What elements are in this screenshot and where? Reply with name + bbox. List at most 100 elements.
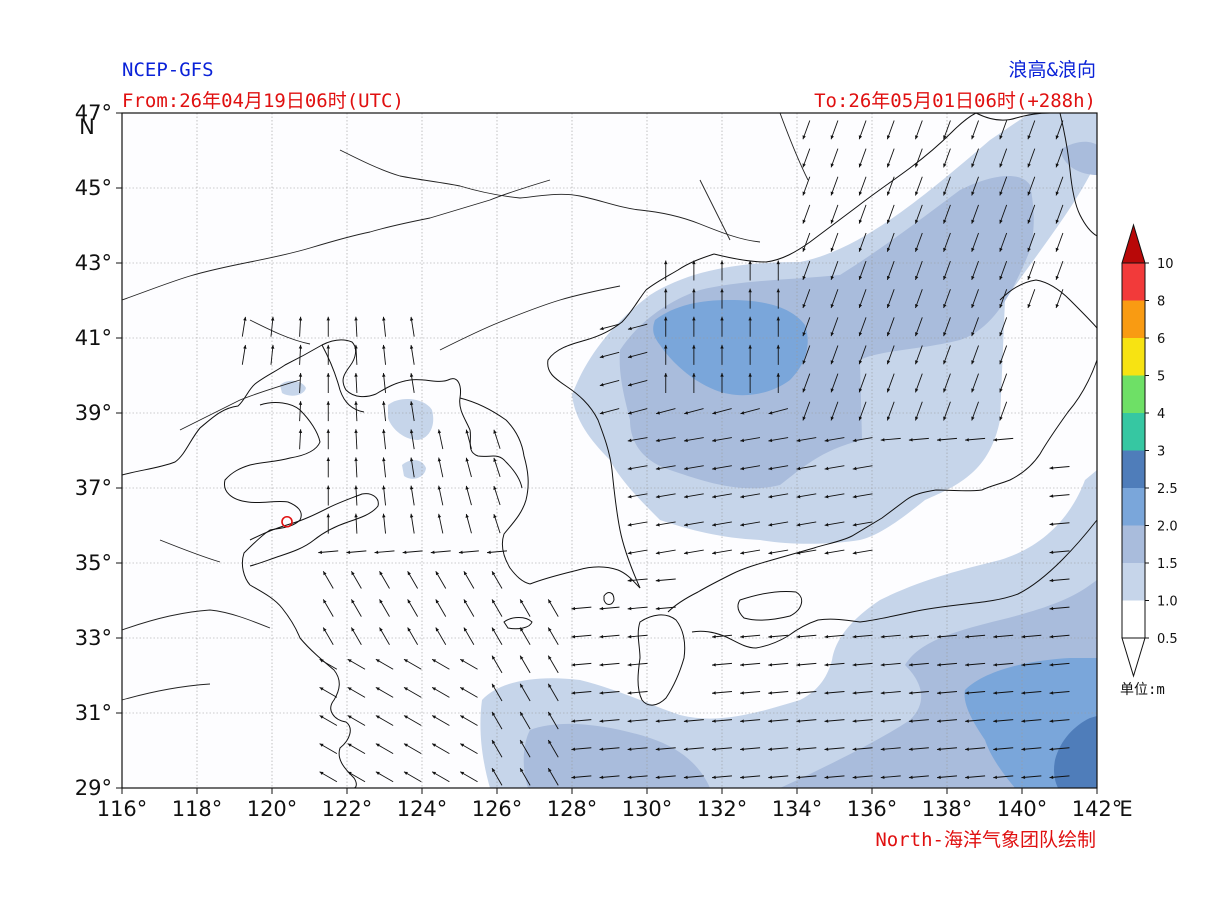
wave-arrow-head: [347, 743, 352, 747]
wave-arrow-head: [437, 457, 442, 462]
wave-arrow-head: [460, 771, 465, 776]
legend-unit-label: 单位:m: [1120, 682, 1165, 698]
wave-arrow-head: [354, 344, 358, 349]
wave-arrow-head: [824, 551, 829, 555]
wave-arrow-head: [520, 683, 524, 688]
lat-tick-label: 37°: [75, 476, 112, 500]
wave-arrow-head: [830, 388, 834, 393]
wave-arrow-head: [382, 513, 386, 518]
legend-swatch: [1122, 263, 1145, 301]
wave-arrow-head: [880, 438, 885, 442]
wave-arrow-head: [999, 247, 1003, 252]
wave-arrow-head: [720, 316, 724, 321]
wave-arrow-head: [776, 288, 780, 293]
wave-arrow-head: [323, 571, 327, 576]
wave-arrow-head: [1027, 247, 1031, 252]
lon-tick-label: 122°: [322, 797, 373, 821]
wave-arrow-head: [627, 634, 632, 639]
wave-arrow-head: [1049, 494, 1054, 498]
wave-arrow-head: [599, 326, 604, 331]
wave-arrow-head: [971, 416, 975, 421]
wave-arrow-head: [435, 599, 440, 604]
wave-arrow-head: [915, 275, 919, 280]
wave-arrow-head: [403, 715, 408, 719]
wave-arrow-head: [993, 634, 998, 639]
wave-arrow-head: [720, 373, 724, 377]
wave-arrow-head: [796, 775, 801, 780]
wave-arrow-head: [599, 747, 604, 751]
wave-arrow-head: [409, 485, 414, 490]
coast-korea-west: [459, 397, 531, 585]
wave-arrow-head: [599, 775, 604, 780]
wave-arrow-head: [886, 219, 891, 224]
wave-arrow-head: [430, 550, 435, 555]
wave-arrow-head: [326, 457, 330, 461]
legend-under-triangle: [1121, 637, 1146, 678]
wave-arrow-head: [664, 344, 668, 349]
wave-arrow-head: [712, 551, 717, 555]
wave-arrow-head: [740, 523, 745, 527]
wave-arrow-head: [1027, 219, 1031, 224]
wave-arrow-head: [858, 304, 863, 309]
wave-arrow-head: [323, 599, 327, 604]
wave-arrow-head: [354, 485, 358, 490]
wave-arrow-head: [664, 316, 668, 321]
wave-arrow-head: [824, 663, 829, 667]
wave-arrow-head: [403, 687, 408, 691]
lon-tick-label: 118°: [172, 797, 223, 821]
lat-tick-label: 43°: [75, 251, 112, 275]
wave-arrow-head: [1049, 550, 1054, 555]
wave-arrow-head: [768, 438, 773, 443]
wave-arrow-head: [830, 275, 834, 280]
wave-arrow-head: [599, 606, 604, 611]
legend-tick-label: 1.0: [1157, 595, 1178, 610]
wave-arrow-head: [432, 715, 437, 719]
wave-arrow-head: [971, 388, 975, 393]
wave-arrow-head: [852, 663, 857, 667]
wave-arrow-head: [886, 416, 891, 421]
wave-arrow-head: [599, 691, 604, 695]
wave-arrow-head: [432, 687, 437, 691]
wave-arrow-head: [571, 747, 576, 751]
wave-arrow-head: [347, 687, 352, 691]
wave-arrow-head: [880, 691, 885, 695]
legend-swatch: [1122, 525, 1145, 563]
wave-arrow-head: [382, 344, 386, 349]
wave-arrow-head: [858, 388, 863, 393]
coast-kyushu: [637, 614, 686, 706]
wave-arrow-head: [326, 401, 330, 405]
wave-arrow-head: [326, 513, 330, 518]
wave-arrow-head: [908, 634, 913, 639]
wave-arrow-head: [802, 332, 806, 337]
wave-arrow-head: [915, 163, 919, 168]
wave-arrow-head: [852, 438, 857, 443]
lat-tick-label: 39°: [75, 401, 112, 425]
wave-arrow-head: [971, 332, 975, 337]
wave-arrow-head: [943, 388, 947, 393]
wave-arrow-head: [243, 316, 247, 321]
product-title: 浪高&浪向: [1008, 59, 1096, 81]
wave-arrow-head: [493, 514, 497, 519]
legend-swatch: [1122, 600, 1145, 638]
wave-arrow-head: [382, 429, 386, 434]
wave-arrow-head: [571, 606, 576, 611]
wave-arrow-head: [492, 739, 496, 744]
wave-arrow-head: [437, 429, 442, 434]
wave-arrow-head: [886, 332, 891, 337]
wave-arrow-head: [407, 571, 411, 576]
wave-arrow-head: [971, 135, 975, 140]
wave-arrow-head: [571, 691, 576, 695]
wave-arrow-head: [712, 691, 716, 695]
wave-arrow-head: [326, 429, 330, 433]
wave-arrow-head: [971, 360, 975, 365]
coast-sakhalin: [1059, 113, 1097, 237]
wave-arrow-head: [824, 494, 829, 499]
wave-arrow-head: [886, 247, 891, 252]
coast-china-east: [249, 584, 357, 788]
wave-arrow-head: [1055, 247, 1059, 252]
wave-arrow-head: [270, 316, 275, 321]
lon-tick-label: 136°: [847, 797, 898, 821]
wave-arrow-head: [465, 429, 469, 434]
wave-arrow-head: [943, 191, 947, 196]
wave-arrow-head: [354, 429, 358, 433]
